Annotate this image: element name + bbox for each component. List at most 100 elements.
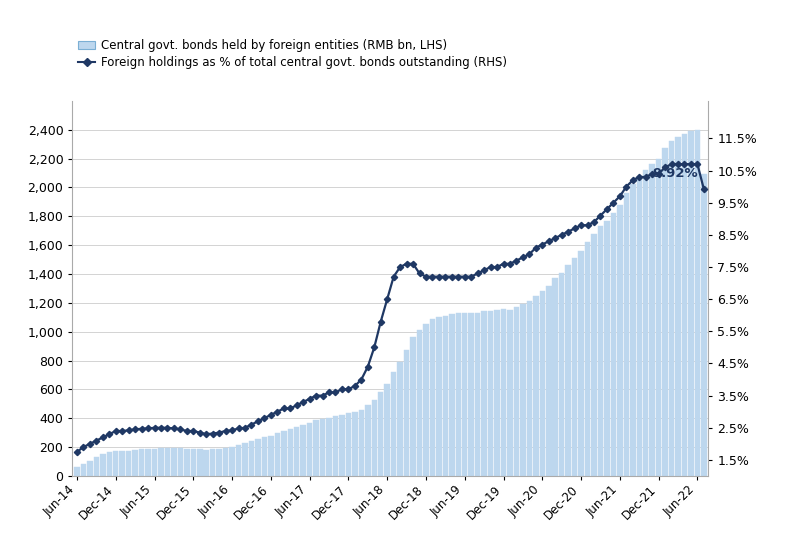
Bar bbox=[695, 130, 700, 476]
Bar bbox=[417, 330, 423, 476]
Bar bbox=[93, 457, 99, 476]
Bar bbox=[119, 451, 125, 476]
Bar bbox=[378, 393, 383, 476]
Bar bbox=[132, 450, 138, 476]
Bar bbox=[197, 449, 203, 476]
Bar bbox=[526, 301, 532, 476]
Bar bbox=[456, 313, 461, 476]
Bar bbox=[184, 449, 190, 476]
Bar bbox=[682, 134, 687, 476]
Bar bbox=[146, 449, 151, 476]
Bar bbox=[345, 413, 351, 476]
Bar bbox=[313, 421, 319, 476]
Bar bbox=[643, 170, 649, 476]
Bar bbox=[469, 313, 474, 476]
Bar bbox=[552, 278, 558, 476]
Bar bbox=[559, 273, 564, 476]
Bar bbox=[605, 221, 609, 476]
Bar bbox=[663, 148, 668, 476]
Bar bbox=[242, 443, 248, 476]
Bar bbox=[159, 449, 163, 476]
Bar bbox=[217, 449, 222, 476]
Bar bbox=[436, 318, 442, 476]
Bar bbox=[358, 409, 364, 476]
Bar bbox=[462, 313, 468, 476]
Bar bbox=[332, 416, 338, 476]
Bar bbox=[578, 251, 584, 476]
Bar bbox=[494, 310, 500, 476]
Bar bbox=[481, 311, 487, 476]
Bar bbox=[572, 258, 577, 476]
Bar bbox=[637, 178, 642, 476]
Bar bbox=[650, 164, 655, 476]
Bar bbox=[507, 310, 513, 476]
Bar bbox=[617, 205, 622, 476]
Bar bbox=[591, 234, 597, 476]
Bar bbox=[171, 448, 176, 476]
Bar bbox=[598, 226, 603, 476]
Bar bbox=[411, 338, 416, 476]
Bar bbox=[475, 313, 481, 476]
Bar bbox=[391, 372, 396, 476]
Bar bbox=[565, 265, 571, 476]
Bar bbox=[443, 316, 448, 476]
Bar bbox=[669, 141, 675, 476]
Bar bbox=[520, 304, 526, 476]
Text: 9.92%: 9.92% bbox=[652, 166, 698, 180]
Bar bbox=[398, 362, 402, 476]
Bar bbox=[191, 449, 196, 476]
Bar bbox=[688, 131, 694, 476]
Bar bbox=[365, 405, 370, 476]
Bar bbox=[275, 433, 280, 476]
Bar bbox=[268, 436, 274, 476]
Bar bbox=[113, 451, 118, 476]
Bar bbox=[126, 451, 131, 476]
Bar bbox=[423, 324, 429, 476]
Legend: Central govt. bonds held by foreign entities (RMB bn, LHS), Foreign holdings as : Central govt. bonds held by foreign enti… bbox=[78, 39, 507, 69]
Bar bbox=[320, 419, 325, 476]
Bar bbox=[287, 429, 293, 476]
Bar bbox=[223, 448, 229, 476]
Bar bbox=[106, 452, 112, 476]
Bar bbox=[300, 425, 306, 476]
Bar bbox=[339, 414, 345, 476]
Bar bbox=[624, 193, 629, 476]
Bar bbox=[255, 439, 261, 476]
Bar bbox=[656, 158, 662, 476]
Bar bbox=[539, 291, 545, 476]
Bar bbox=[546, 286, 551, 476]
Bar bbox=[385, 384, 390, 476]
Bar bbox=[80, 464, 86, 476]
Bar bbox=[675, 137, 681, 476]
Bar bbox=[281, 431, 287, 476]
Bar bbox=[74, 468, 80, 476]
Bar bbox=[372, 399, 377, 476]
Bar bbox=[326, 418, 332, 476]
Bar bbox=[307, 423, 312, 476]
Bar bbox=[236, 445, 242, 476]
Bar bbox=[630, 184, 635, 476]
Bar bbox=[533, 296, 539, 476]
Bar bbox=[501, 309, 506, 476]
Bar bbox=[430, 319, 436, 476]
Bar bbox=[584, 242, 590, 476]
Bar bbox=[449, 314, 455, 476]
Bar bbox=[701, 174, 707, 476]
Bar bbox=[404, 351, 409, 476]
Bar bbox=[165, 448, 170, 476]
Bar bbox=[514, 307, 519, 476]
Bar bbox=[249, 441, 254, 476]
Bar bbox=[229, 447, 235, 476]
Bar bbox=[87, 461, 93, 476]
Bar bbox=[352, 412, 357, 476]
Bar bbox=[204, 450, 209, 476]
Bar bbox=[138, 449, 144, 476]
Bar bbox=[294, 427, 299, 476]
Bar bbox=[178, 449, 183, 476]
Bar bbox=[210, 449, 216, 476]
Bar bbox=[100, 454, 105, 476]
Bar bbox=[152, 449, 157, 476]
Bar bbox=[488, 311, 493, 476]
Bar bbox=[262, 437, 267, 476]
Bar bbox=[611, 213, 616, 476]
